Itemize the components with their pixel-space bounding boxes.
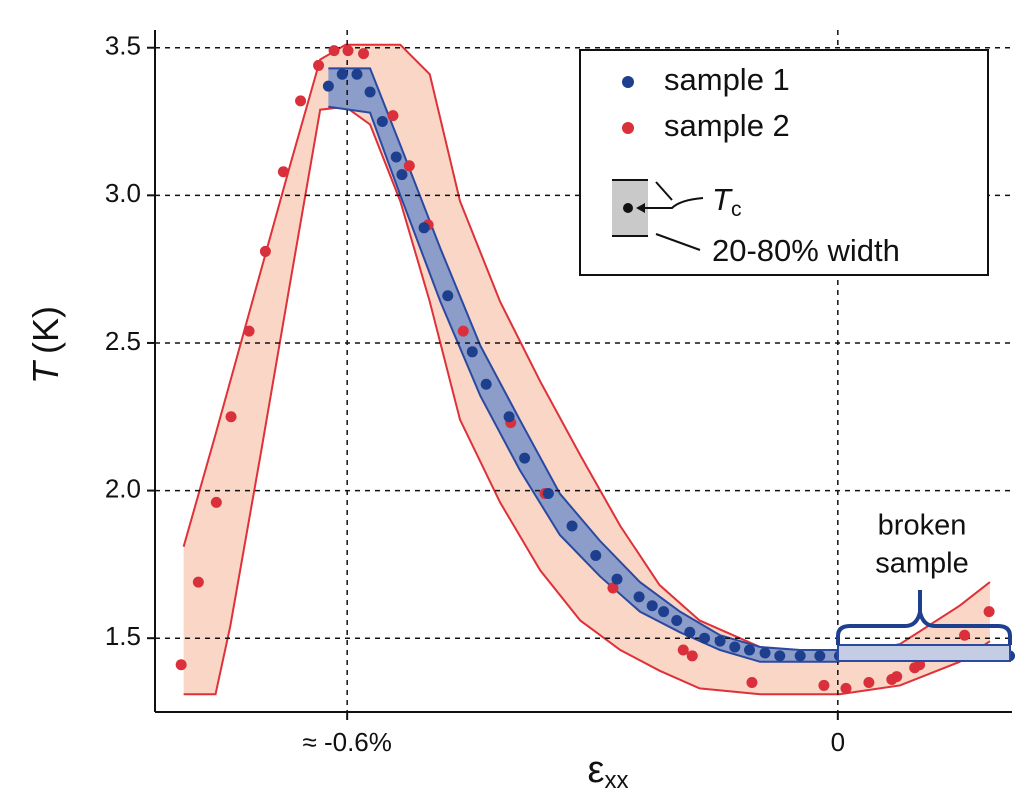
y-tick-label: 2.5 (105, 326, 141, 356)
data-point (277, 166, 289, 178)
data-point (729, 641, 741, 653)
key-subscript: c (731, 198, 742, 221)
legend-marker (622, 122, 634, 134)
data-point (646, 600, 658, 612)
y-tick-label: 1.5 (105, 621, 141, 651)
key-pointer (655, 181, 701, 251)
key-dot (623, 203, 633, 213)
band-area (183, 44, 990, 695)
data-point (457, 325, 469, 337)
data-point (259, 245, 271, 257)
data-point (686, 650, 698, 662)
data-point (891, 671, 903, 683)
x-label-subscript: xx (604, 767, 628, 794)
data-point (328, 45, 340, 57)
data-point (364, 86, 376, 98)
data-point (611, 573, 623, 585)
broken-band (837, 644, 1011, 662)
y-label-unit: (K) (25, 306, 66, 354)
data-point (684, 626, 696, 638)
legend-box (579, 49, 989, 276)
data-point (814, 650, 826, 662)
data-point (225, 411, 237, 423)
key-symbol: T (712, 182, 733, 217)
data-point (671, 614, 683, 626)
y-tick-label: 3.0 (105, 178, 141, 208)
data-point (983, 606, 995, 618)
brace (836, 590, 1012, 645)
y-label-symbol: T (25, 359, 66, 384)
data-point (358, 48, 370, 60)
data-point (840, 682, 852, 694)
axes: 1.5 2.0 2.5 3.0 3.5 ≈ -0.6% 0 (105, 30, 1012, 757)
annotation-line: sample (875, 548, 969, 580)
key-tc: Tc (712, 182, 741, 220)
band-area (328, 68, 840, 662)
annotation-line: broken (878, 510, 967, 542)
x-axis-label: εxx (588, 749, 629, 794)
data-point (818, 679, 830, 691)
data-point (519, 452, 531, 464)
data-point (590, 550, 602, 562)
x-tick-label: ≈ -0.6% (302, 727, 391, 757)
y-tick-label: 3.5 (105, 31, 141, 61)
data-point (342, 45, 354, 57)
y-tick-label: 2.0 (105, 473, 141, 503)
data-point (336, 68, 348, 80)
data-point (794, 650, 806, 662)
data-point (744, 644, 756, 656)
data-point (313, 59, 325, 71)
data-point (351, 68, 363, 80)
data-point (387, 110, 399, 122)
band-lower-edge (328, 105, 840, 663)
data-point (542, 488, 554, 500)
data-point (699, 632, 711, 644)
data-point (390, 151, 402, 163)
data-point (746, 676, 758, 688)
data-point (759, 647, 771, 659)
data-point (418, 222, 430, 234)
data-point (175, 659, 187, 671)
data-point (403, 160, 415, 172)
data-point (210, 496, 222, 508)
key-arrow (640, 197, 704, 209)
data-point (607, 582, 619, 594)
data-point (466, 346, 478, 358)
data-point (566, 520, 578, 532)
data-point (243, 325, 255, 337)
legend-label: sample 2 (664, 108, 790, 143)
key-width-label: 20-80% width (712, 233, 900, 268)
data-point (774, 650, 786, 662)
y-axis-label: T (K) (25, 306, 66, 384)
key-arrowhead (636, 203, 645, 213)
data-point (480, 378, 492, 390)
x-tick-label: 0 (831, 727, 845, 757)
data-point (503, 411, 515, 423)
data-point (633, 591, 645, 603)
data-point (442, 290, 454, 302)
broken-sample-annotation: broken sample (836, 510, 1012, 662)
data-point (914, 659, 926, 671)
data-point (677, 644, 689, 656)
x-label-symbol: ε (588, 749, 605, 791)
data-point (295, 95, 307, 107)
data-point (714, 635, 726, 647)
legend-marker (622, 76, 634, 88)
data-point (658, 606, 670, 618)
data-point (322, 80, 334, 92)
data-point (959, 629, 971, 641)
legend-entries: sample 1 sample 2 (622, 62, 790, 143)
data-point (192, 576, 204, 588)
band-lower-edge (183, 105, 991, 696)
data-point (376, 116, 388, 128)
data-point (863, 676, 875, 688)
legend: sample 1 sample 2 Tc 20-80% width (579, 49, 989, 276)
legend-label: sample 1 (664, 62, 790, 97)
data-point (396, 169, 408, 181)
